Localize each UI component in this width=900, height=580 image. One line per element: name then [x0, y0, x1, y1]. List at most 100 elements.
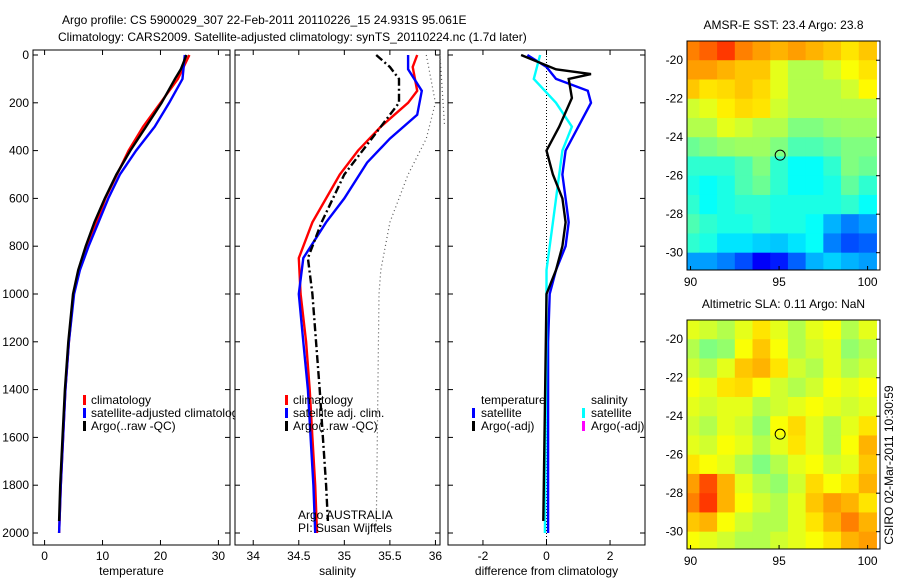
- heatmap-cell: [841, 473, 860, 494]
- heatmap-cell: [858, 358, 877, 379]
- heatmap-cell: [699, 454, 718, 475]
- heatmap-cell: [858, 512, 877, 533]
- heatmap-cell: [752, 117, 771, 138]
- heatmap-cell: [770, 137, 789, 157]
- x-tick-label: 30: [212, 549, 226, 563]
- legend-swatch: [285, 421, 288, 431]
- heatmap-cell: [823, 137, 842, 157]
- heatmap-cell: [699, 175, 718, 196]
- x-tick-label: 35.5: [378, 549, 402, 563]
- y-tick-label: 1400: [2, 383, 29, 397]
- x-tick-label: 34.5: [287, 549, 311, 563]
- legend-swatch: [472, 408, 475, 418]
- legend-entry: satellite-adjusted climatology: [91, 406, 244, 420]
- heatmap-cell: [823, 79, 842, 100]
- y-tick-label: -22: [666, 371, 684, 385]
- heatmap-cell: [787, 194, 807, 215]
- heatmap-cell: [717, 358, 736, 379]
- heatmap-cell: [687, 512, 700, 533]
- heatmap-cell: [770, 493, 789, 513]
- y-tick-label: 600: [9, 191, 29, 205]
- heatmap-cell: [752, 175, 771, 196]
- heatmap-cell: [787, 473, 807, 494]
- heatmap-cell: [717, 214, 736, 234]
- heatmap-cell: [858, 252, 877, 271]
- heatmap-cell: [823, 41, 842, 61]
- heatmap-cell: [687, 358, 700, 379]
- heatmap-cell: [841, 339, 860, 359]
- map-axes-box: [686, 40, 881, 271]
- heatmap-cell: [699, 117, 718, 138]
- heatmap-cell: [770, 233, 789, 254]
- heatmap-cell: [823, 214, 842, 234]
- heatmap-cell: [858, 339, 877, 359]
- x-tick-label: 100: [858, 275, 878, 289]
- heatmap-cell: [787, 60, 807, 80]
- x-axis-label: salinity: [319, 564, 356, 578]
- heatmap-cell: [805, 98, 824, 119]
- heatmap-cell: [841, 531, 860, 550]
- heatmap-cell: [734, 98, 754, 119]
- heatmap-cell: [841, 214, 860, 234]
- x-tick-label: 95: [772, 275, 786, 289]
- heatmap-cell: [734, 416, 754, 436]
- heatmap-cell: [752, 435, 771, 456]
- heatmap-cell: [858, 60, 877, 80]
- heatmap-cell: [770, 339, 789, 359]
- heatmap-cell: [858, 473, 877, 494]
- heatmap-cell: [823, 320, 842, 340]
- heatmap-cell: [687, 60, 700, 80]
- heatmap-cell: [717, 156, 736, 177]
- heatmap-cell: [717, 416, 736, 436]
- heatmap-cell: [717, 233, 736, 254]
- heatmap-cell: [717, 377, 736, 398]
- heatmap-cell: [699, 339, 718, 359]
- heatmap-cell: [687, 493, 700, 513]
- heatmap-cell: [823, 98, 842, 119]
- heatmap-cell: [699, 214, 718, 234]
- heatmap-cell: [858, 137, 877, 157]
- heatmap-cell: [699, 416, 718, 436]
- heatmap-cell: [787, 435, 807, 456]
- heatmap-cell: [752, 41, 771, 61]
- x-tick-label: 10: [96, 549, 110, 563]
- heatmap-cell: [858, 194, 877, 215]
- heatmap-cell: [734, 473, 754, 494]
- heatmap-cell: [841, 512, 860, 533]
- legend-group-title: temperature: [481, 393, 546, 407]
- heatmap-cell: [823, 473, 842, 494]
- x-tick-label: -2: [478, 549, 489, 563]
- heatmap-cell: [717, 194, 736, 215]
- y-tick-label: 2000: [2, 526, 29, 540]
- y-tick-label: -20: [666, 332, 684, 346]
- map-title: Altimetric SLA: 0.11 Argo: NaN: [702, 297, 865, 311]
- heatmap-cell: [687, 117, 700, 138]
- heatmap-cell: [787, 156, 807, 177]
- heatmap-cell: [787, 137, 807, 157]
- heatmap-cell: [805, 435, 824, 456]
- heatmap-cell: [858, 117, 877, 138]
- axes-box-1: [32, 49, 231, 546]
- heatmap-cell: [717, 252, 736, 271]
- heatmap-cell: [699, 377, 718, 398]
- heatmap-cell: [823, 435, 842, 456]
- heatmap-cell: [699, 137, 718, 157]
- heatmap-cell: [717, 41, 736, 61]
- heatmap-cell: [805, 60, 824, 80]
- heatmap-cell: [805, 194, 824, 215]
- heatmap-cell: [734, 454, 754, 475]
- heatmap-cell: [841, 137, 860, 157]
- y-tick-label: -26: [666, 448, 684, 462]
- heatmap-cell: [823, 377, 842, 398]
- heatmap-cell: [699, 320, 718, 340]
- title-line-1: Argo profile: CS 5900029_307 22-Feb-2011…: [62, 13, 467, 27]
- heatmap-cell: [770, 396, 789, 417]
- heatmap-cell: [752, 252, 771, 271]
- y-tick-label: 1200: [2, 335, 29, 349]
- axes-box-2: [234, 49, 441, 546]
- series-line-temperature-satellite: [526, 53, 593, 533]
- heatmap-cell: [699, 358, 718, 379]
- heatmap-cell: [699, 473, 718, 494]
